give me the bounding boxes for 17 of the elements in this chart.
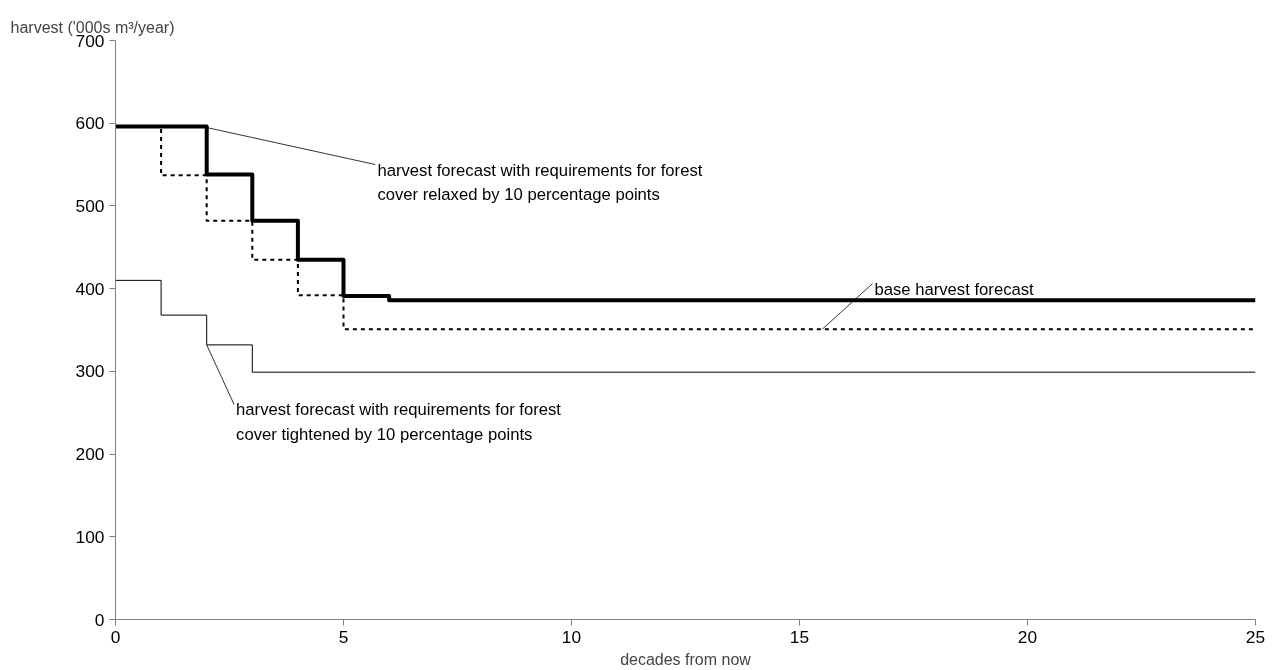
x-tick-label: 15 bbox=[789, 626, 810, 647]
annotation: harvest forecast with requirements for forest cover relaxed by 10 percentage points bbox=[377, 160, 703, 205]
x-tick-label: 10 bbox=[561, 626, 582, 647]
x-tick-label: 5 bbox=[338, 626, 349, 647]
y-tick-label: 0 bbox=[94, 609, 105, 630]
y-tick-label: 300 bbox=[75, 361, 105, 382]
x-tick-label: 20 bbox=[1017, 626, 1038, 647]
y-tick-label: 100 bbox=[75, 526, 105, 547]
annotation: base harvest forecast bbox=[874, 279, 1035, 299]
y-tick-label: 400 bbox=[75, 278, 105, 299]
y-tick-label: 600 bbox=[75, 113, 105, 134]
annotation: harvest forecast with requirements for forest cover tightened by 10 percentage points bbox=[236, 400, 562, 445]
x-tick-label: 25 bbox=[1245, 626, 1266, 647]
y-tick-label: 500 bbox=[75, 195, 105, 216]
x-axis-title: decades from now bbox=[620, 650, 752, 668]
y-tick-label: 200 bbox=[75, 444, 105, 465]
x-tick-label: 0 bbox=[110, 626, 121, 647]
